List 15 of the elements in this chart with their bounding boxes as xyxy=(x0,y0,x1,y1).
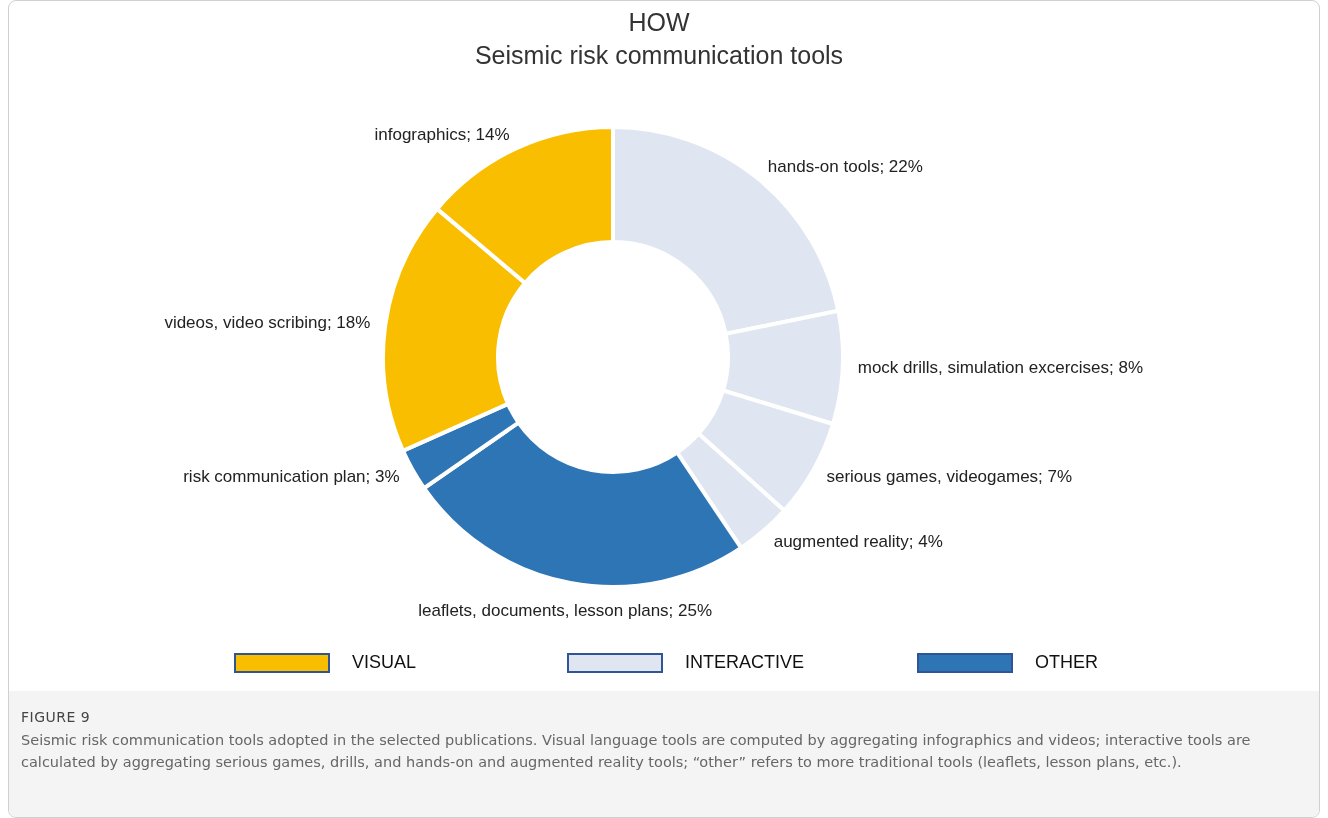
text: INTERACTIVE xyxy=(685,652,805,673)
chart-title: HOW xyxy=(628,8,690,36)
chart-subtitle: Seismic risk communication tools xyxy=(474,41,844,69)
slice-label: mock drills, simulation excercises; 8% xyxy=(857,358,1144,378)
slice-label: videos, video scribing; 18% xyxy=(164,312,371,332)
slice-label: augmented reality; 4% xyxy=(773,531,943,551)
slice-label: infographics; 14% xyxy=(374,124,510,144)
text: OTHER xyxy=(1035,652,1098,673)
caption: FIGURE 9 xyxy=(21,709,92,725)
text: VISUAL xyxy=(352,652,417,673)
slice-label: serious games, videogames; 7% xyxy=(826,467,1073,487)
slice-label: hands-on tools; 22% xyxy=(767,157,923,177)
slice-label: leaflets, documents, lesson plans; 25% xyxy=(418,600,713,620)
text: Seismic risk communication tools adopted in the selected publications. Visual language tools are computed by aggregating infographics and videos; interactive tools are calculated by aggregating serious games, drills, and hands-on and augmented reality tools; “other” refers to more traditional tools (leaflets, lesson plans, etc.). xyxy=(21,731,1252,772)
slice-label: risk communication plan; 3% xyxy=(183,467,400,487)
